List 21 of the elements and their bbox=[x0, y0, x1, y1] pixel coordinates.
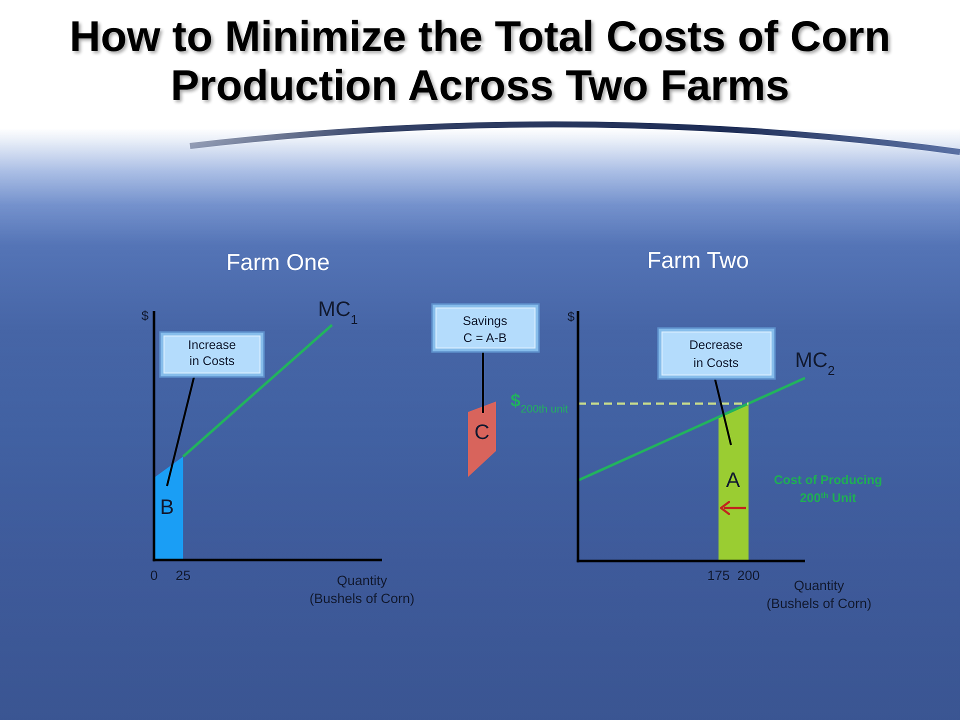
x-tick-label: 175 bbox=[707, 568, 730, 583]
x-axis-title: Quantity (Bushels of Corn) bbox=[309, 573, 415, 606]
x-axis-title: Quantity (Bushels of Corn) bbox=[766, 578, 872, 611]
chart-subtitle: Farm Two bbox=[647, 247, 749, 273]
text: C bbox=[474, 421, 490, 444]
annotation: A bbox=[726, 469, 740, 492]
annotation: Increase in Costs bbox=[188, 338, 236, 368]
chart-subtitle: Farm One bbox=[226, 249, 330, 275]
text: How to Minimize the Total Costs of Corn Production Across Two Farms bbox=[70, 13, 890, 110]
text: Savings C = A-B bbox=[462, 314, 508, 345]
x-tick-label: 200 bbox=[737, 568, 760, 583]
annotation: B bbox=[160, 496, 174, 519]
x-tick-label: 25 bbox=[176, 568, 191, 583]
annotation: Cost of Producing 200$^{th}$ Unit bbox=[774, 473, 882, 505]
text: Decrease in Costs bbox=[689, 338, 743, 370]
series-label: MC$_{2}$ bbox=[795, 349, 835, 378]
annotation: $$_{200th unit}$ bbox=[510, 390, 568, 416]
y-axis-title: $ bbox=[141, 308, 150, 323]
y-axis-title: $ bbox=[567, 309, 576, 324]
x-tick-label: 0 bbox=[150, 568, 158, 583]
series-label: MC$_{1}$ bbox=[318, 298, 358, 326]
